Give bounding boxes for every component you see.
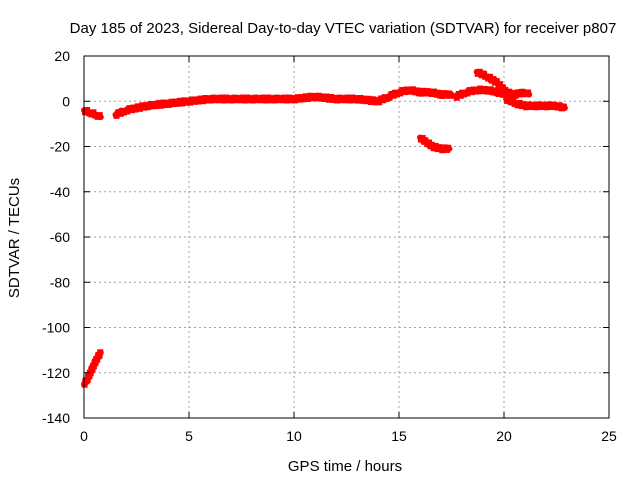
- data-series: [503, 95, 568, 112]
- x-axis-label: GPS time / hours: [288, 458, 402, 475]
- grid: [84, 56, 609, 418]
- data-points: [81, 68, 568, 388]
- data-marker: [96, 352, 103, 359]
- y-tick-label: -40: [50, 184, 70, 200]
- data-point: [97, 114, 104, 121]
- x-tick-label: 5: [185, 428, 193, 444]
- data-point: [446, 145, 453, 152]
- x-tick-label: 10: [286, 428, 302, 444]
- data-series: [417, 134, 453, 154]
- x-tick-label: 20: [496, 428, 512, 444]
- data-point: [97, 349, 104, 356]
- y-tick-label: -120: [42, 365, 70, 381]
- x-tick-label: 15: [391, 428, 407, 444]
- data-series: [81, 349, 104, 388]
- y-axis-label: SDTVAR / TECUs: [6, 178, 23, 298]
- chart-title: Day 185 of 2023, Sidereal Day-to-day VTE…: [70, 20, 617, 37]
- y-tick-label: 0: [62, 93, 70, 109]
- data-series: [503, 88, 533, 99]
- y-tick-label: -60: [50, 229, 70, 245]
- data-point: [526, 91, 533, 98]
- x-tick-label: 0: [80, 428, 88, 444]
- data-series: [81, 107, 104, 121]
- x-tick-label: 25: [601, 428, 617, 444]
- y-tick-label: -140: [42, 410, 70, 426]
- y-tick-label: -20: [50, 139, 70, 155]
- y-tick-label: 20: [54, 48, 70, 64]
- data-series: [112, 86, 455, 119]
- y-tick-label: -80: [50, 274, 70, 290]
- axis-ticks: 0 5 10 15 20 25 -140 -120 -100 -80 -60 -40 -20 0 20: [42, 48, 617, 444]
- y-tick-label: -100: [42, 320, 70, 336]
- data-point: [561, 105, 568, 112]
